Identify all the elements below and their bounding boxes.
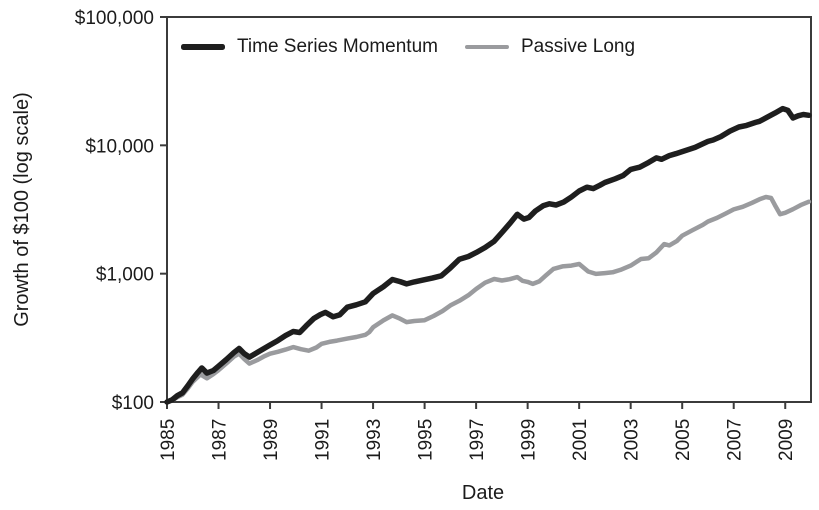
x-tick-label: 1993: [364, 419, 385, 461]
x-tick-label: 2005: [673, 419, 694, 461]
x-tick-label: 1985: [158, 419, 179, 461]
chart-legend: Time Series Momentum Passive Long: [181, 36, 635, 58]
x-tick-label: 1991: [313, 419, 334, 461]
plot-border: [166, 16, 812, 403]
y-tick-label: $100,000: [75, 8, 154, 29]
x-tick-label: 2001: [570, 419, 591, 461]
legend-line-swatch-passive: [464, 44, 509, 50]
series-line-time-series-momentum: [164, 105, 812, 405]
x-tick-label: 2003: [622, 419, 643, 461]
x-tick-label: 2009: [776, 419, 797, 461]
y-tick-label: $100: [112, 393, 154, 414]
x-tick-label: 1987: [210, 419, 231, 461]
legend-label-passive: Passive Long: [520, 36, 636, 57]
x-axis-title: Date: [462, 482, 504, 504]
legend-label-momentum: Time Series Momentum: [237, 36, 438, 57]
y-axis-title: Growth of $100 (log scale): [11, 92, 33, 327]
y-tick-label: $10,000: [85, 136, 154, 157]
x-tick-label: 1989: [261, 419, 282, 461]
x-tick-label: 1999: [519, 419, 540, 461]
x-tick-label: 2007: [725, 419, 746, 461]
x-tick-label: 1997: [467, 419, 488, 461]
series-line-passive-long: [164, 194, 812, 405]
legend-line-swatch-momentum: [181, 44, 225, 50]
x-tick-label: 1995: [416, 419, 437, 461]
legend-item-passive-long: Passive Long: [464, 36, 636, 58]
legend-item-time-series-momentum: Time Series Momentum: [181, 36, 438, 58]
y-tick-label: $1,000: [96, 265, 154, 286]
